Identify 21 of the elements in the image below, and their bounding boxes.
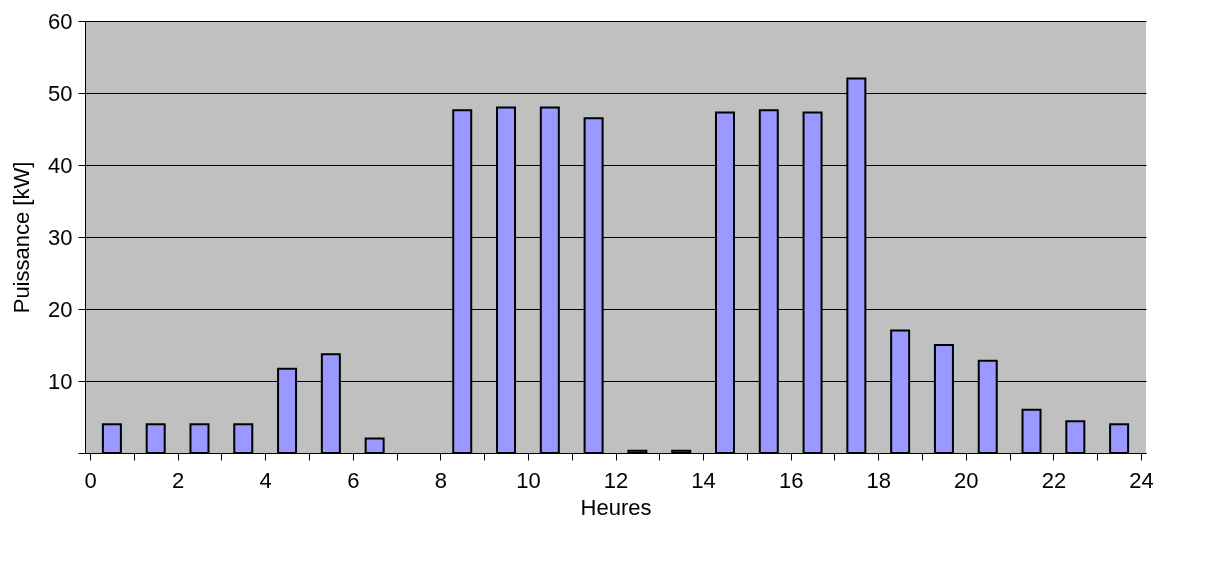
x-tick-label: 12 (603, 467, 629, 493)
x-tick-label: 20 (954, 467, 979, 493)
x-tick-label: 16 (778, 467, 804, 493)
x-tick-label: 8 (434, 467, 447, 493)
x-tick-label: 18 (866, 467, 891, 493)
x-tick-label: 6 (347, 467, 360, 493)
y-tick-label: 50 (48, 80, 73, 106)
x-tick-label: 2 (171, 467, 185, 493)
y-tick-label: 60 (48, 8, 73, 34)
y-tick-label: 40 (48, 152, 73, 178)
y-tick-label: 10 (48, 368, 73, 394)
y-tick-label: 30 (48, 224, 73, 250)
x-tick-label: 0 (84, 467, 97, 493)
x-tick-label: 22 (1041, 467, 1067, 493)
y-tick-label: 20 (48, 296, 73, 322)
x-tick-label: 4 (259, 467, 272, 493)
x-axis-title: Heures (580, 494, 652, 520)
y-axis-title: Puissance [kW] (9, 161, 35, 314)
x-tick-label: 24 (1129, 467, 1154, 493)
x-tick-label: 14 (691, 467, 716, 493)
x-tick-label: 10 (516, 467, 541, 493)
